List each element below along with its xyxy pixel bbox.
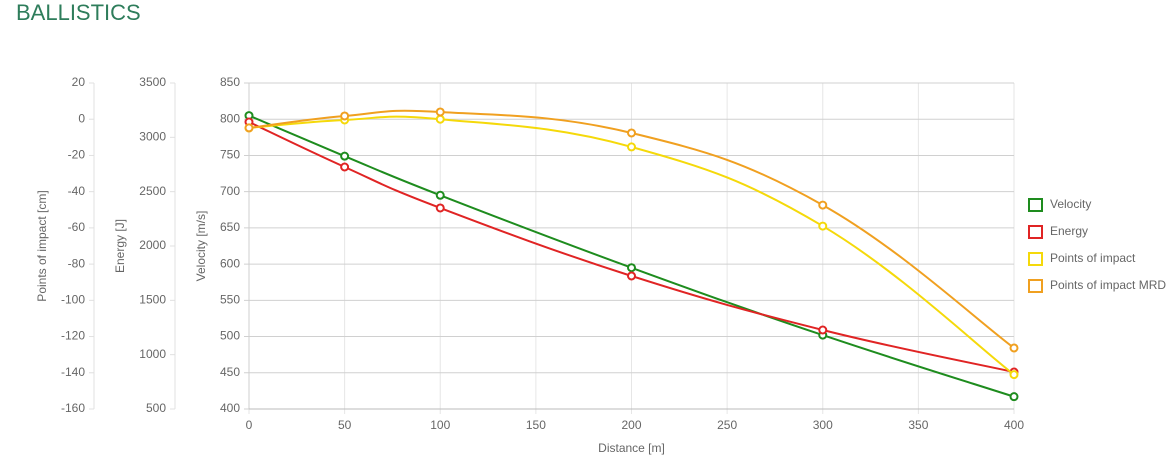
x-tick-label: 50 <box>338 418 352 432</box>
data-point <box>627 263 636 273</box>
data-point <box>1009 392 1019 402</box>
y-tick-label: 850 <box>220 75 240 89</box>
y-tick-label: 750 <box>220 148 240 162</box>
y3-tick-label: -80 <box>68 256 86 270</box>
data-point <box>435 107 445 117</box>
y-tick-label: 700 <box>220 184 240 198</box>
y-axis-title: Energy [J] <box>113 219 127 273</box>
x-tick-label: 100 <box>430 418 450 432</box>
y-tick-label: 450 <box>220 365 240 379</box>
y-tick-label: 550 <box>220 293 240 307</box>
y3-tick-label: -100 <box>61 293 85 307</box>
x-tick-label: 200 <box>621 418 641 432</box>
legend-swatch <box>1028 225 1043 239</box>
legend-label: Energy <box>1050 224 1088 238</box>
data-point <box>340 162 350 172</box>
y2-tick-label: 500 <box>146 401 166 415</box>
x-axis-title: Distance [m] <box>598 441 665 455</box>
data-point <box>340 151 350 161</box>
y-tick-label: 650 <box>220 220 240 234</box>
y-tick-label: 500 <box>220 329 240 343</box>
data-point <box>627 142 636 152</box>
data-point <box>818 221 828 231</box>
x-tick-label: 350 <box>908 418 928 432</box>
x-tick-label: 300 <box>813 418 833 432</box>
data-point <box>435 203 445 213</box>
y-tick-label: 400 <box>220 401 240 415</box>
data-point <box>244 123 254 133</box>
x-tick-label: 0 <box>246 418 253 432</box>
data-point <box>340 111 350 121</box>
data-point <box>818 325 828 335</box>
y-tick-label: 800 <box>220 111 240 125</box>
y3-tick-label: -20 <box>68 148 86 162</box>
data-point <box>1009 343 1019 353</box>
data-point <box>627 271 636 281</box>
y3-tick-label: -40 <box>68 184 86 198</box>
y2-tick-label: 2000 <box>139 238 166 252</box>
y-axis-title: Velocity [m/s] <box>194 211 208 282</box>
data-point <box>435 190 445 200</box>
y2-tick-label: 3000 <box>139 130 166 144</box>
data-point <box>627 128 636 138</box>
y2-tick-label: 3500 <box>139 75 166 89</box>
data-point <box>1009 370 1019 380</box>
y2-tick-label: 1000 <box>139 347 166 361</box>
legend-label: Velocity <box>1050 197 1091 211</box>
legend-swatch <box>1028 252 1043 266</box>
y3-tick-label: 0 <box>78 111 85 125</box>
y-axis-title: Points of impact [cm] <box>35 190 49 301</box>
y3-tick-label: -60 <box>68 220 86 234</box>
legend-swatch <box>1028 198 1043 212</box>
data-point <box>818 200 828 210</box>
legend-swatch <box>1028 279 1043 293</box>
legend-label: Points of impact MRD <box>1050 278 1166 292</box>
y3-tick-label: 20 <box>72 75 86 89</box>
y3-tick-label: -120 <box>61 329 85 343</box>
x-tick-label: 250 <box>717 418 737 432</box>
legend-label: Points of impact <box>1050 251 1136 265</box>
y2-tick-label: 2500 <box>139 184 166 198</box>
chart-title: BALLISTICS <box>16 0 141 25</box>
x-tick-label: 400 <box>1004 418 1024 432</box>
y3-tick-label: -140 <box>61 365 85 379</box>
data-point <box>435 114 445 124</box>
y-tick-label: 600 <box>220 256 240 270</box>
y3-tick-label: -160 <box>61 401 85 415</box>
y2-tick-label: 1500 <box>139 293 166 307</box>
x-tick-label: 150 <box>526 418 546 432</box>
